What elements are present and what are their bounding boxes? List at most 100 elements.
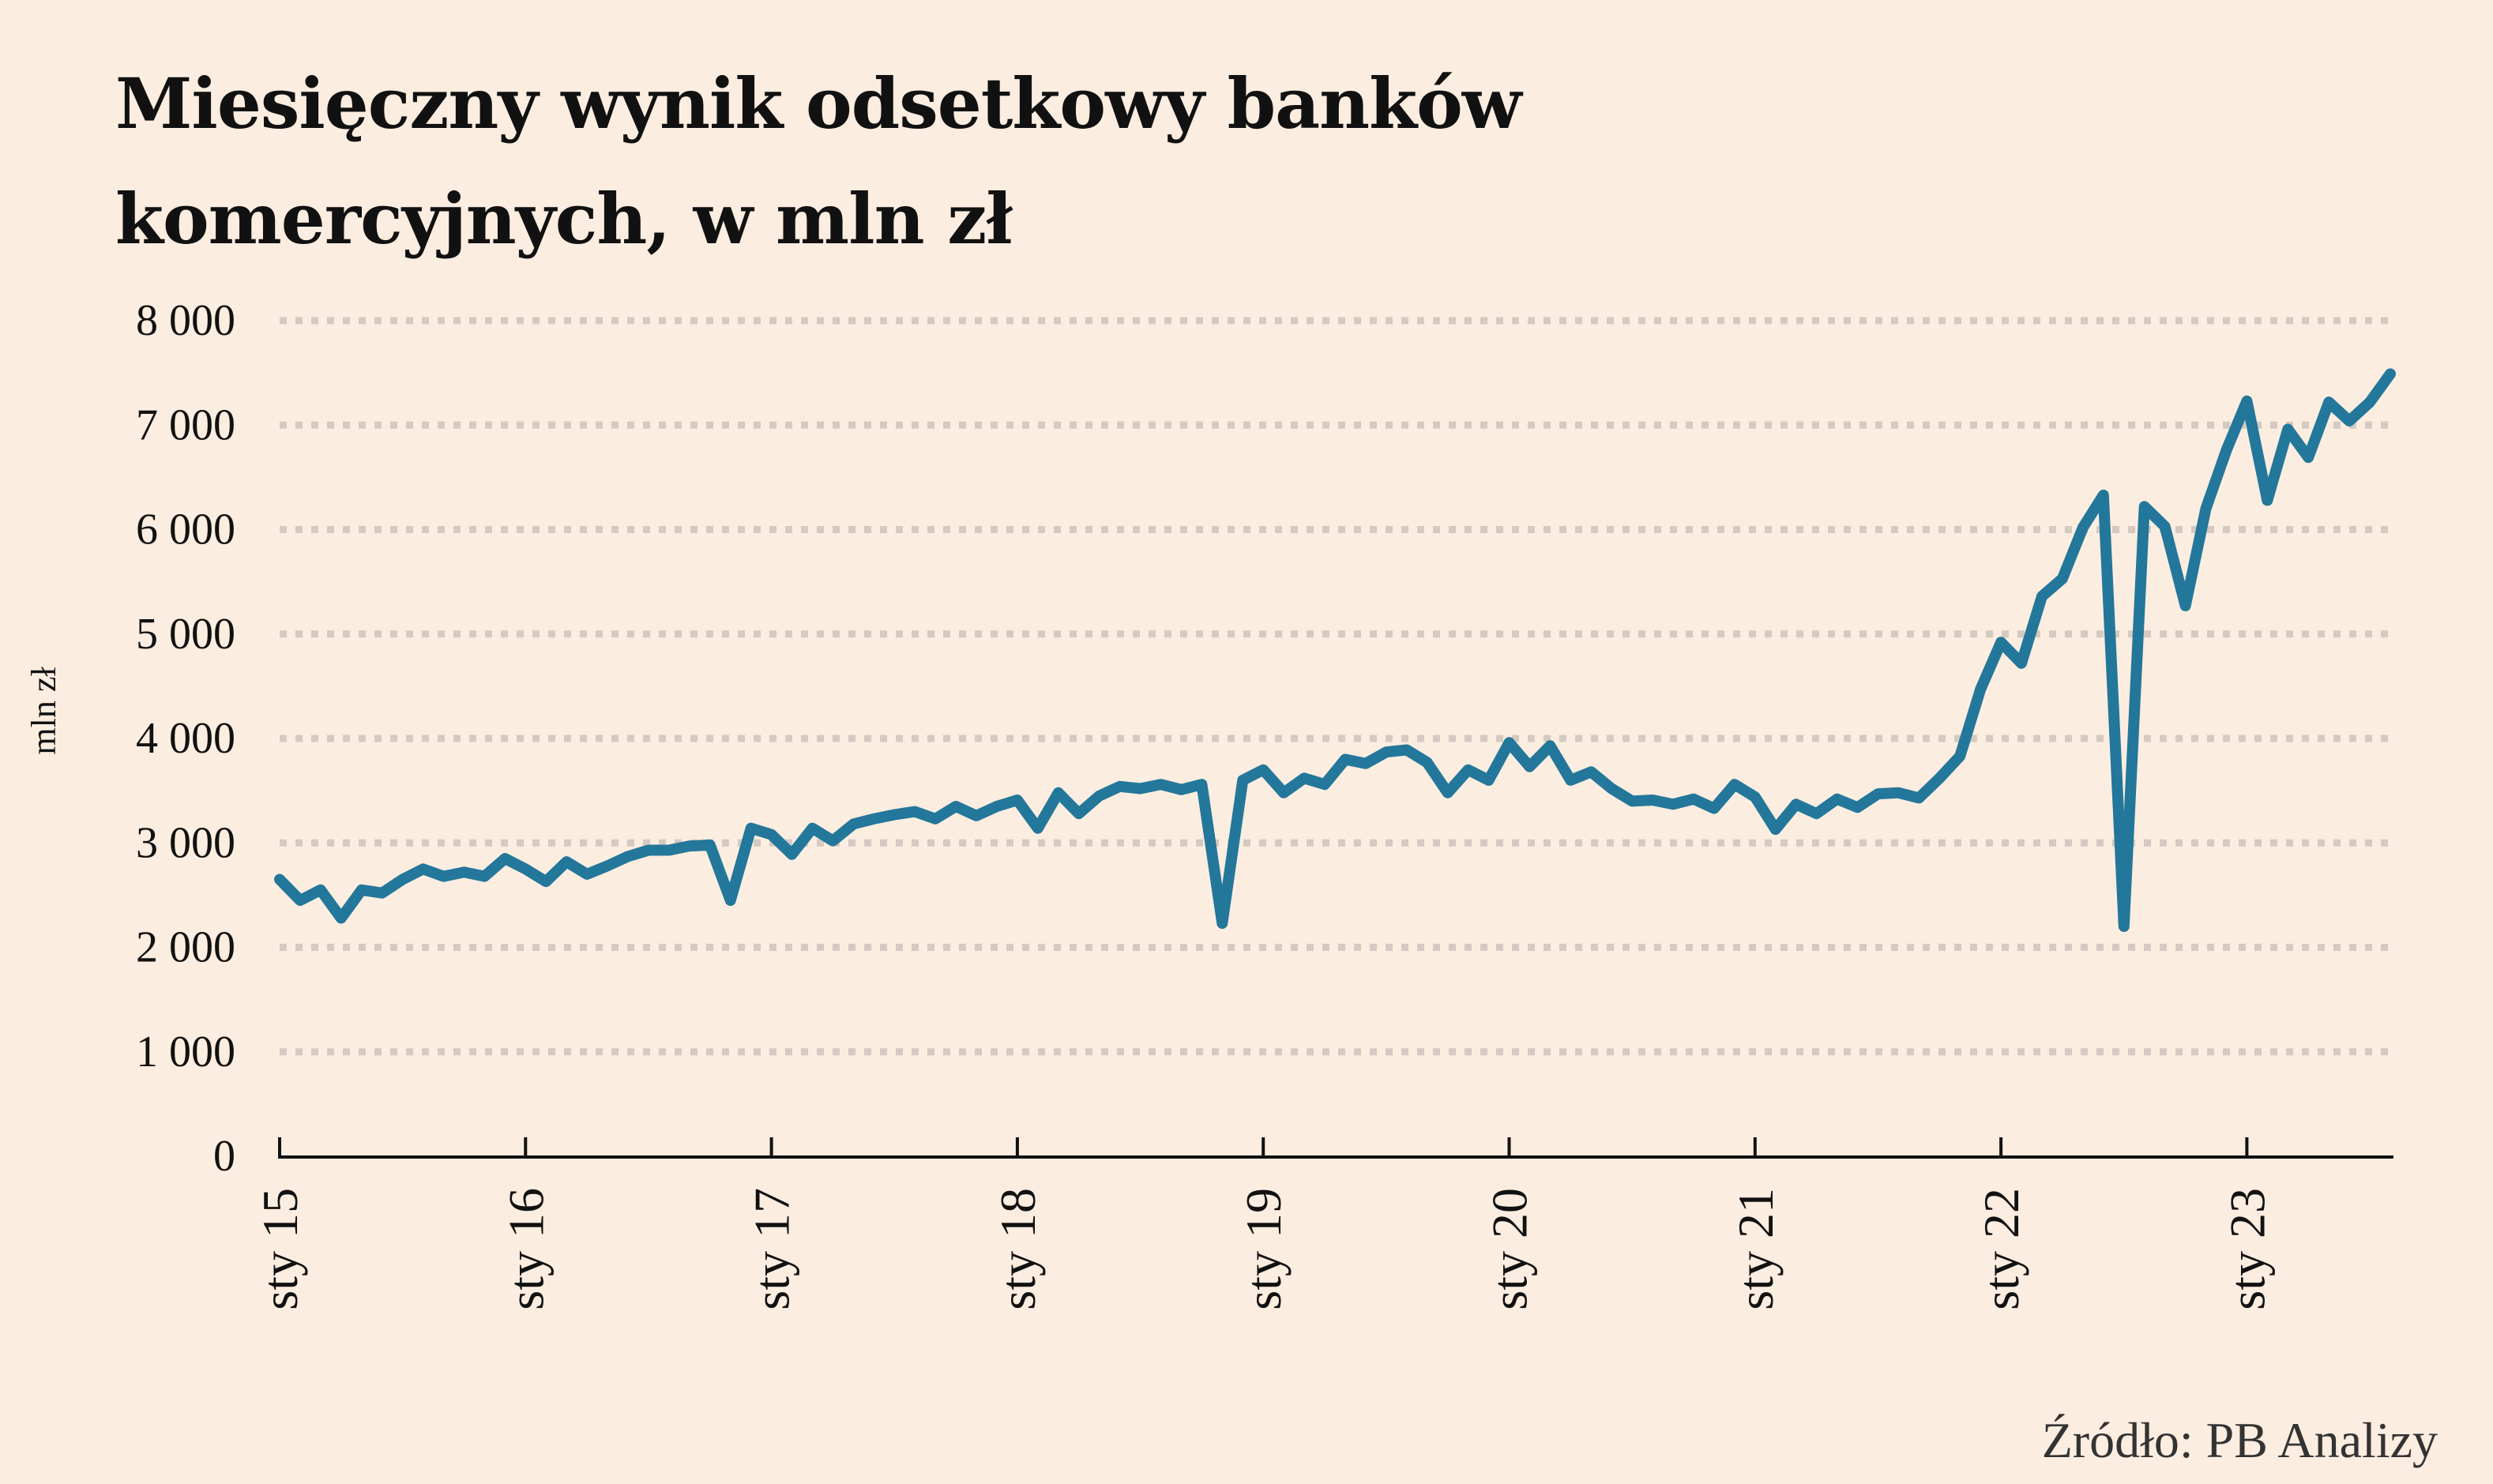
x-tick-label: sty 22 — [1973, 1188, 2029, 1310]
data-point — [725, 895, 736, 906]
x-tick-label: sty 17 — [744, 1188, 800, 1310]
chart-title: Miesięczny wynik odsetkowy banków komerc… — [115, 62, 1522, 260]
data-point — [1360, 758, 1371, 769]
data-point — [2241, 396, 2252, 407]
data-point — [2016, 658, 2027, 669]
data-point — [1791, 798, 1802, 810]
data-point — [1995, 637, 2006, 648]
data-point — [1115, 781, 1126, 792]
data-point — [1381, 746, 1392, 757]
x-tick-label: sty 15 — [252, 1188, 308, 1310]
data-point — [1442, 787, 1453, 798]
data-point — [1401, 745, 1412, 756]
data-point — [1216, 918, 1228, 929]
data-point — [418, 863, 429, 874]
data-point — [1975, 684, 1986, 695]
y-tick-label: 1 000 — [136, 1028, 235, 1076]
data-point — [2303, 452, 2314, 463]
data-point — [2282, 424, 2293, 435]
data-point — [1175, 784, 1186, 795]
data-point — [561, 856, 572, 867]
data-point — [520, 863, 531, 874]
data-point — [848, 818, 859, 829]
data-point — [1872, 788, 1883, 799]
x-tick-label: sty 19 — [1235, 1188, 1292, 1310]
y-tick-label: 3 000 — [136, 818, 235, 867]
data-point — [664, 845, 675, 856]
data-point — [1074, 808, 1085, 819]
data-point — [1709, 803, 1720, 814]
y-tick-label: 6 000 — [136, 505, 235, 554]
data-point — [2057, 573, 2068, 584]
data-point — [356, 885, 367, 896]
data-point — [1463, 765, 1474, 776]
data-point — [1319, 779, 1330, 790]
data-point — [2262, 494, 2273, 505]
data-point — [1647, 795, 1658, 806]
data-point — [2220, 445, 2232, 456]
data-point — [2160, 521, 2171, 532]
data-point — [1237, 775, 1248, 786]
data-point — [868, 813, 879, 825]
data-point — [1483, 775, 1495, 786]
data-point — [2385, 368, 2396, 379]
data-point — [1012, 795, 1023, 806]
data-point — [1913, 792, 1924, 803]
x-tick-label: sty 23 — [2219, 1188, 2275, 1310]
data-point — [1811, 808, 1822, 819]
data-point — [1585, 766, 1596, 777]
x-tick-label: sty 18 — [990, 1188, 1046, 1310]
data-point — [2036, 591, 2047, 602]
data-point — [499, 853, 510, 864]
data-point — [1668, 798, 1679, 810]
data-point — [766, 829, 777, 840]
data-point — [1422, 757, 1433, 768]
data-point — [1258, 765, 1269, 776]
data-point — [1524, 761, 1535, 772]
data-point — [2364, 396, 2375, 408]
data-point — [909, 806, 920, 817]
data-point — [1934, 772, 1945, 783]
data-point — [602, 860, 613, 871]
data-point — [787, 849, 798, 860]
data-point — [377, 888, 388, 899]
x-tick-label: sty 21 — [1728, 1188, 1784, 1310]
y-tick-label: 8 000 — [136, 296, 235, 345]
data-point — [2098, 490, 2109, 501]
data-point — [971, 810, 982, 821]
data-point — [622, 851, 634, 862]
data-point — [1626, 795, 1638, 806]
y-tick-label: 7 000 — [136, 400, 235, 449]
data-point — [1832, 794, 1843, 805]
data-point — [2119, 921, 2130, 932]
data-point — [1750, 791, 1761, 802]
data-point — [1340, 753, 1351, 765]
data-point — [1094, 791, 1105, 802]
data-point — [479, 871, 490, 882]
data-point — [1544, 740, 1555, 751]
data-point — [336, 912, 347, 923]
data-point — [1135, 783, 1146, 794]
data-point — [1053, 787, 1064, 798]
data-point — [1729, 779, 1740, 790]
data-point — [991, 801, 1002, 812]
data-point — [1196, 779, 1207, 790]
data-point — [1852, 802, 1863, 813]
data-point — [1155, 779, 1166, 790]
x-tick-label: sty 20 — [1482, 1188, 1538, 1310]
data-point — [2344, 415, 2355, 426]
data-point — [540, 876, 551, 887]
data-point — [1954, 750, 1965, 761]
data-point — [1770, 824, 1781, 835]
y-tick-label: 0 — [213, 1132, 235, 1181]
x-tick-label: sty 16 — [498, 1188, 554, 1310]
data-point — [1299, 772, 1310, 783]
data-points — [274, 368, 2396, 932]
data-point — [930, 813, 941, 825]
data-point — [295, 895, 306, 906]
series-line — [274, 368, 2396, 932]
data-point — [807, 823, 818, 834]
data-point — [1032, 823, 1043, 834]
data-point — [2201, 503, 2212, 514]
